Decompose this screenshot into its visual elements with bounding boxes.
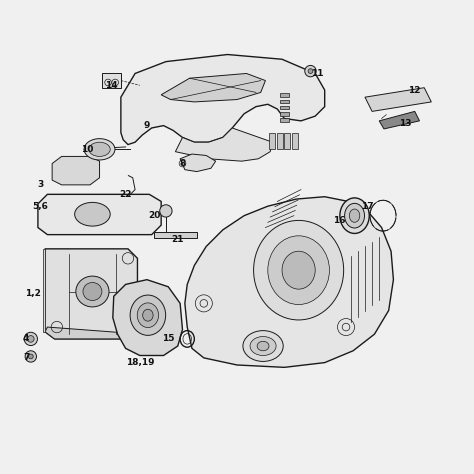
Text: 11: 11 xyxy=(311,69,324,78)
Polygon shape xyxy=(277,133,283,149)
Polygon shape xyxy=(102,73,121,88)
Ellipse shape xyxy=(257,341,269,351)
Ellipse shape xyxy=(84,138,115,160)
Ellipse shape xyxy=(349,209,360,222)
Polygon shape xyxy=(113,280,182,356)
Polygon shape xyxy=(379,111,419,129)
Text: 8: 8 xyxy=(179,159,186,168)
Circle shape xyxy=(160,205,172,217)
Ellipse shape xyxy=(75,202,110,226)
Text: 21: 21 xyxy=(172,235,184,244)
Text: 4: 4 xyxy=(23,335,29,343)
Polygon shape xyxy=(180,154,216,172)
Circle shape xyxy=(308,69,313,73)
Ellipse shape xyxy=(250,337,276,356)
Polygon shape xyxy=(185,197,393,367)
Polygon shape xyxy=(45,249,137,339)
Polygon shape xyxy=(292,133,298,149)
Polygon shape xyxy=(45,327,142,339)
Polygon shape xyxy=(280,100,289,103)
Text: 14: 14 xyxy=(105,81,118,90)
Polygon shape xyxy=(154,232,197,238)
Text: 3: 3 xyxy=(37,181,44,189)
Ellipse shape xyxy=(268,236,329,305)
Polygon shape xyxy=(280,118,289,122)
Text: 10: 10 xyxy=(82,145,94,154)
Ellipse shape xyxy=(89,142,110,156)
Circle shape xyxy=(27,336,34,342)
Ellipse shape xyxy=(130,295,166,336)
Circle shape xyxy=(24,332,37,346)
Ellipse shape xyxy=(243,331,283,361)
Text: 17: 17 xyxy=(361,202,374,210)
Text: 20: 20 xyxy=(148,211,160,220)
Text: 13: 13 xyxy=(399,119,411,128)
Text: 15: 15 xyxy=(162,335,174,343)
Text: 7: 7 xyxy=(23,354,29,362)
Ellipse shape xyxy=(137,303,158,328)
Text: 9: 9 xyxy=(144,121,150,130)
Polygon shape xyxy=(43,249,45,332)
Ellipse shape xyxy=(340,198,369,233)
Polygon shape xyxy=(175,128,273,161)
Text: 1,2: 1,2 xyxy=(25,290,41,298)
Ellipse shape xyxy=(282,251,315,289)
Polygon shape xyxy=(52,156,100,185)
Polygon shape xyxy=(365,88,431,111)
Polygon shape xyxy=(280,106,289,109)
Ellipse shape xyxy=(345,203,365,228)
Polygon shape xyxy=(269,133,275,149)
Circle shape xyxy=(25,351,36,362)
Text: 12: 12 xyxy=(409,86,421,94)
Circle shape xyxy=(305,65,316,77)
Polygon shape xyxy=(121,55,325,145)
Circle shape xyxy=(28,354,33,359)
Text: 22: 22 xyxy=(119,190,132,199)
Ellipse shape xyxy=(143,309,153,321)
Polygon shape xyxy=(280,93,289,97)
Text: 5,6: 5,6 xyxy=(32,202,48,210)
Polygon shape xyxy=(284,133,290,149)
Text: 16: 16 xyxy=(333,216,345,225)
Ellipse shape xyxy=(83,283,102,301)
Polygon shape xyxy=(280,112,289,116)
Text: 18,19: 18,19 xyxy=(126,358,154,367)
Polygon shape xyxy=(38,194,161,235)
Ellipse shape xyxy=(76,276,109,307)
Ellipse shape xyxy=(254,220,344,320)
Polygon shape xyxy=(161,73,265,102)
